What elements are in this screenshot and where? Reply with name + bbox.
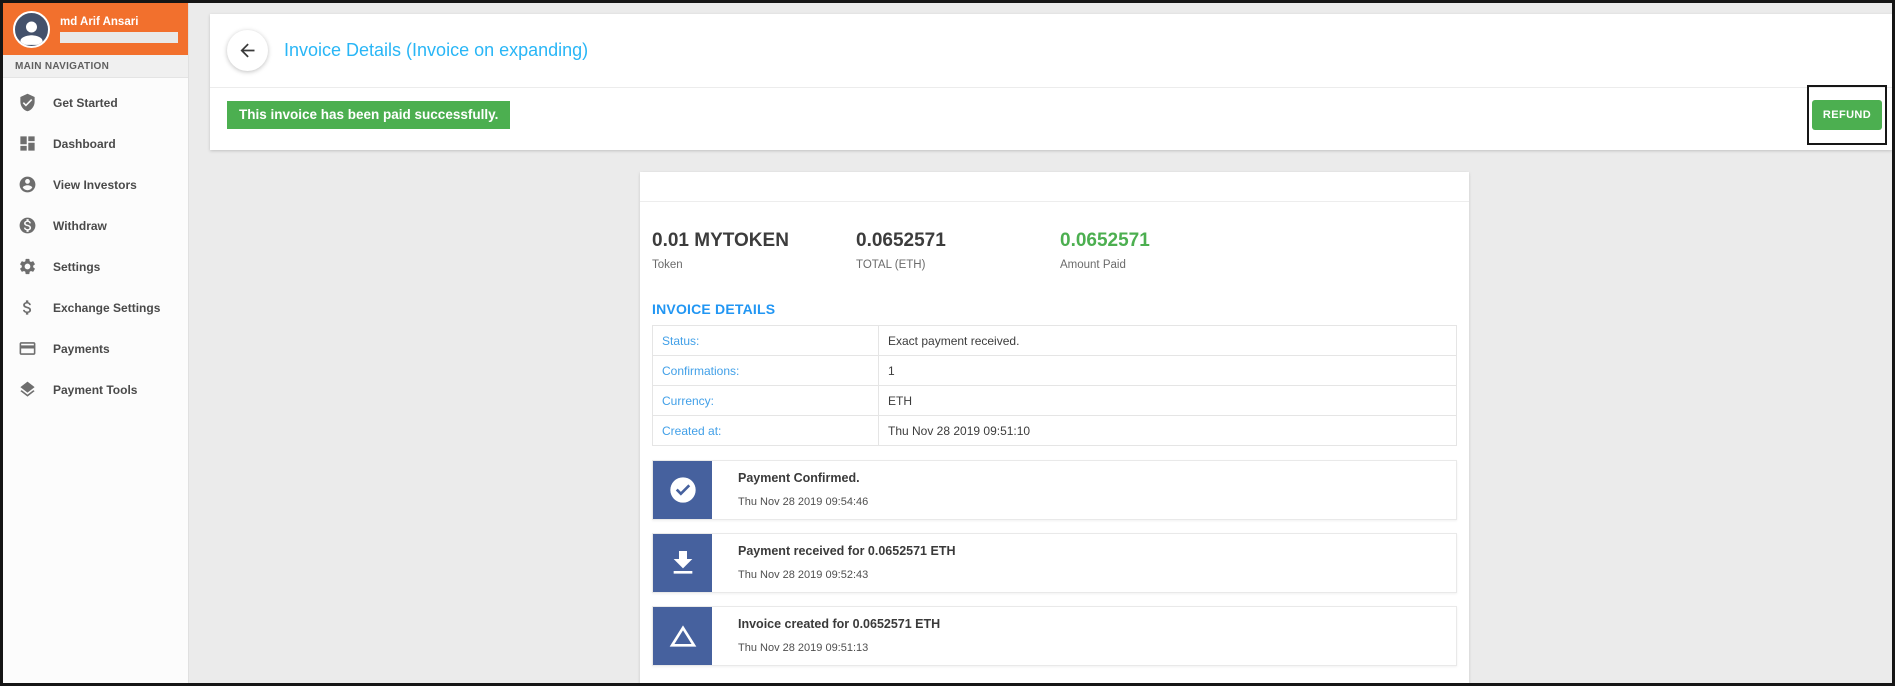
amount-paid-value: 0.0652571 [1060,230,1150,251]
sidebar-item-label: Get Started [53,95,118,110]
timeline-item-text: Payment Confirmed. Thu Nov 28 2019 09:54… [712,461,868,519]
token-label: Token [652,259,683,271]
timeline-item-title: Payment Confirmed. [738,471,860,485]
page-title: Invoice Details (Invoice on expanding) [284,40,589,60]
detail-label-created-at: Created at: [652,415,879,446]
user-email-redacted [60,31,178,43]
detail-value-confirmations: 1 [878,355,1457,386]
sidebar-item-label: Exchange Settings [53,300,161,315]
detail-label-confirmations: Confirmations: [652,355,879,386]
sidebar-item-label: Withdraw [53,218,107,233]
download-icon [653,534,712,592]
table-row: Created at: Thu Nov 28 2019 09:51:10 [652,415,1457,446]
sidebar-item-payment-tools[interactable]: Payment Tools [3,369,188,410]
success-banner: This invoice has been paid successfully. [227,101,511,129]
amount-paid-label: Amount Paid [1060,259,1126,271]
shield-check-icon [18,93,37,112]
table-row: Status: Exact payment received. [652,325,1457,356]
invoice-card: 0.01 MYTOKEN Token 0.0652571 TOTAL (ETH)… [640,172,1469,683]
total-eth-amount: 0.0652571 [856,230,946,251]
page-header-panel: Invoice Details (Invoice on expanding) T… [210,14,1892,150]
check-circle-icon [653,461,712,519]
sidebar: md Arif Ansari MAIN NAVIGATION Get Start… [3,3,189,683]
summary-total: 0.0652571 TOTAL (ETH) [856,230,1060,271]
timeline-item-invoice-created: Invoice created for 0.0652571 ETH Thu No… [652,606,1457,666]
total-eth-label: TOTAL (ETH) [856,259,926,271]
invoice-details-table: Status: Exact payment received. Confirma… [652,325,1457,446]
arrow-left-icon [240,43,255,58]
invoice-details-heading: INVOICE DETAILS [652,301,776,317]
person-icon [20,21,43,45]
sidebar-item-get-started[interactable]: Get Started [3,82,188,123]
detail-value-currency: ETH [878,385,1457,416]
detail-value-status: Exact payment received. [878,325,1457,356]
refund-button[interactable]: REFUND [1811,100,1883,130]
dollar-circle-icon [18,216,37,235]
summary-token: 0.01 MYTOKEN Token [652,230,856,271]
gear-icon [18,257,37,276]
timeline-item-payment-confirmed: Payment Confirmed. Thu Nov 28 2019 09:54… [652,460,1457,520]
sidebar-item-label: Payments [53,341,110,356]
detail-label-currency: Currency: [652,385,879,416]
dollar-icon [18,298,37,317]
profile-meta: md Arif Ansari [60,16,178,43]
banner-row: This invoice has been paid successfully.… [210,85,1892,149]
title-row: Invoice Details (Invoice on expanding) [210,14,1892,88]
sidebar-item-label: Settings [53,259,101,274]
timeline-item-title: Payment received for 0.0652571 ETH [738,544,956,558]
sidebar-item-payments[interactable]: Payments [3,328,188,369]
user-name: md Arif Ansari [60,15,139,28]
timeline-item-time: Thu Nov 28 2019 09:51:13 [738,642,869,654]
avatar [13,10,50,48]
timeline-item-title: Invoice created for 0.0652571 ETH [738,617,941,631]
sidebar-item-withdraw[interactable]: Withdraw [3,205,188,246]
invoice-timeline: Payment Confirmed. Thu Nov 28 2019 09:54… [652,460,1457,666]
summary-amount-paid: 0.0652571 Amount Paid [1060,230,1457,271]
sidebar-item-view-investors[interactable]: View Investors [3,164,188,205]
timeline-item-payment-received: Payment received for 0.0652571 ETH Thu N… [652,533,1457,593]
timeline-item-text: Payment received for 0.0652571 ETH Thu N… [712,534,955,592]
detail-value-created-at: Thu Nov 28 2019 09:51:10 [878,415,1457,446]
detail-label-status: Status: [652,325,879,356]
card-header-strip [640,172,1469,202]
sidebar-item-dashboard[interactable]: Dashboard [3,123,188,164]
layers-icon [18,380,37,399]
nav-section-label: MAIN NAVIGATION [3,55,188,78]
sidebar-item-label: View Investors [53,177,137,192]
refund-highlight-box: REFUND [1807,85,1887,145]
invoice-summary: 0.01 MYTOKEN Token 0.0652571 TOTAL (ETH)… [640,202,1469,271]
table-row: Currency: ETH [652,385,1457,416]
sidebar-item-settings[interactable]: Settings [3,246,188,287]
timeline-item-time: Thu Nov 28 2019 09:52:43 [738,569,869,581]
triangle-icon [653,607,712,665]
sidebar-item-label: Dashboard [53,136,116,151]
table-row: Confirmations: 1 [652,355,1457,386]
timeline-item-time: Thu Nov 28 2019 09:54:46 [738,496,869,508]
user-profile[interactable]: md Arif Ansari [3,3,188,55]
main-navigation: Get Started Dashboard View Investors Wit… [3,78,188,410]
timeline-item-text: Invoice created for 0.0652571 ETH Thu No… [712,607,940,665]
sidebar-item-label: Payment Tools [53,382,138,397]
token-amount: 0.01 MYTOKEN [652,230,789,251]
dashboard-icon [18,134,37,153]
back-button[interactable] [227,30,268,71]
sidebar-item-exchange-settings[interactable]: Exchange Settings [3,287,188,328]
person-circle-icon [18,175,37,194]
credit-card-icon [18,339,37,358]
